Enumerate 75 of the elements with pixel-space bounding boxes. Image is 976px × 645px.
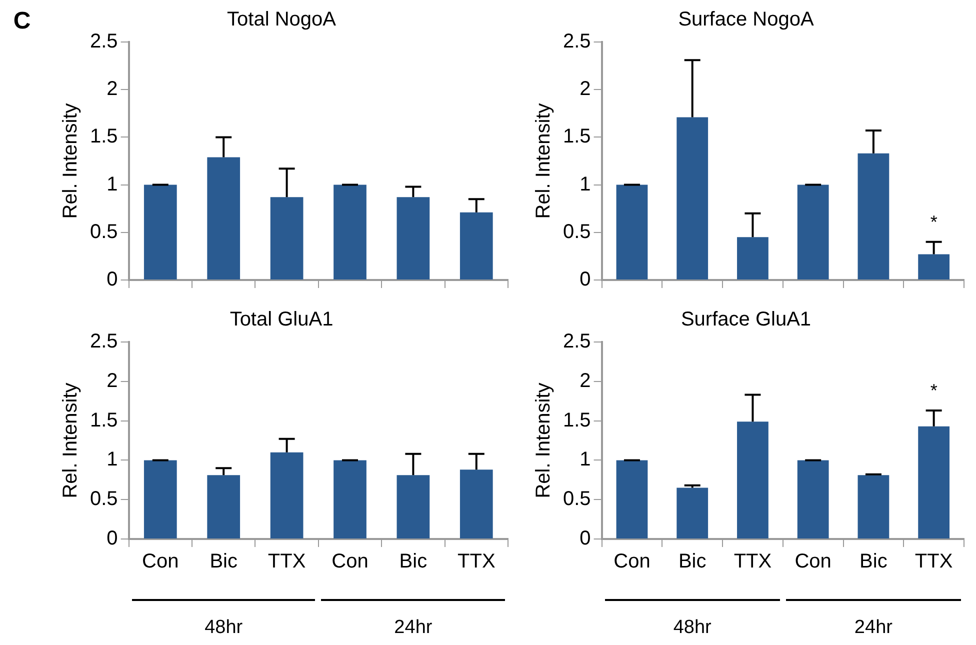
bar <box>676 488 708 538</box>
bar <box>676 117 708 280</box>
y-tick-label: 1.5 <box>562 126 591 148</box>
x-tick-label: Bic <box>860 550 888 573</box>
x-tick-label: Con <box>332 550 368 573</box>
y-tick-label: 0 <box>580 268 591 291</box>
data-label: * <box>930 380 938 401</box>
y-tick-label: 2.5 <box>562 330 591 353</box>
chart-title: Total GluA1 <box>230 308 334 331</box>
bar <box>270 197 304 280</box>
y-tick-label: 1 <box>580 173 591 196</box>
x-tick-label: Con <box>614 550 650 573</box>
bar <box>334 184 366 280</box>
x-tick-label: Con <box>794 550 832 573</box>
y-tick-label: 2.5 <box>90 30 118 53</box>
x-tick-label: TTX <box>914 550 953 573</box>
bar <box>797 460 829 538</box>
y-tick-label: 0 <box>106 528 118 550</box>
bar <box>460 470 493 538</box>
y-tick-label: 0.5 <box>90 488 118 510</box>
y-tick-label: 0.5 <box>90 220 118 243</box>
bar <box>396 475 430 538</box>
x-tick-label: Bic <box>210 550 238 573</box>
y-tick-label: 0 <box>580 528 591 550</box>
bar <box>918 254 950 280</box>
y-tick-label: 2 <box>106 370 118 392</box>
bar <box>270 452 304 538</box>
bar <box>144 184 177 280</box>
bar <box>207 475 240 538</box>
y-tick-label: 0.5 <box>562 220 591 243</box>
x-tick-label: Bic <box>399 550 428 573</box>
y-tick-label: 2.5 <box>90 330 118 353</box>
data-label: * <box>930 212 938 232</box>
y-axis-title: Rel. Intensity <box>532 103 555 219</box>
bar <box>616 184 648 280</box>
y-tick-label: 1.5 <box>562 409 591 432</box>
y-tick-label: 0 <box>106 268 118 291</box>
y-axis-title: Rel. Intensity <box>532 382 555 498</box>
y-tick-label: 1 <box>106 448 118 471</box>
bar <box>144 460 177 538</box>
bar <box>460 212 493 280</box>
bar <box>207 157 240 280</box>
y-axis-title: Rel. Intensity <box>60 382 82 498</box>
bar <box>334 460 366 538</box>
bar <box>616 460 648 538</box>
y-tick-label: 1 <box>580 448 591 471</box>
y-tick-label: 0.5 <box>562 488 591 510</box>
bar <box>797 184 829 280</box>
y-tick-label: 2 <box>106 78 118 100</box>
bar <box>737 237 768 280</box>
bar <box>858 153 890 280</box>
y-tick-label: 1.5 <box>90 126 118 148</box>
text: C <box>13 8 31 35</box>
y-tick-label: 1 <box>106 173 118 196</box>
chart-title: Surface GluA1 <box>680 308 812 331</box>
x-tick-label: TTX <box>268 550 306 573</box>
text: 24hr <box>394 617 433 638</box>
y-tick-label: 1.5 <box>90 409 118 432</box>
text: 24hr <box>854 617 894 638</box>
chart-title: Total NogoA <box>227 8 337 31</box>
text: 48hr <box>204 617 244 638</box>
y-tick-label: 2 <box>580 370 591 392</box>
bar <box>737 422 768 538</box>
bar <box>396 197 430 280</box>
x-tick-label: TTX <box>734 550 772 573</box>
y-tick-label: 2 <box>580 78 591 100</box>
y-axis-title: Rel. Intensity <box>60 103 82 219</box>
x-tick-label: Bic <box>678 550 706 573</box>
chart-title: Surface NogoA <box>678 8 814 31</box>
text: 48hr <box>673 617 712 638</box>
y-tick-label: 2.5 <box>562 30 591 53</box>
bar <box>858 475 890 538</box>
x-tick-label: Con <box>142 550 179 573</box>
x-tick-label: TTX <box>458 550 496 573</box>
bar <box>918 426 950 538</box>
